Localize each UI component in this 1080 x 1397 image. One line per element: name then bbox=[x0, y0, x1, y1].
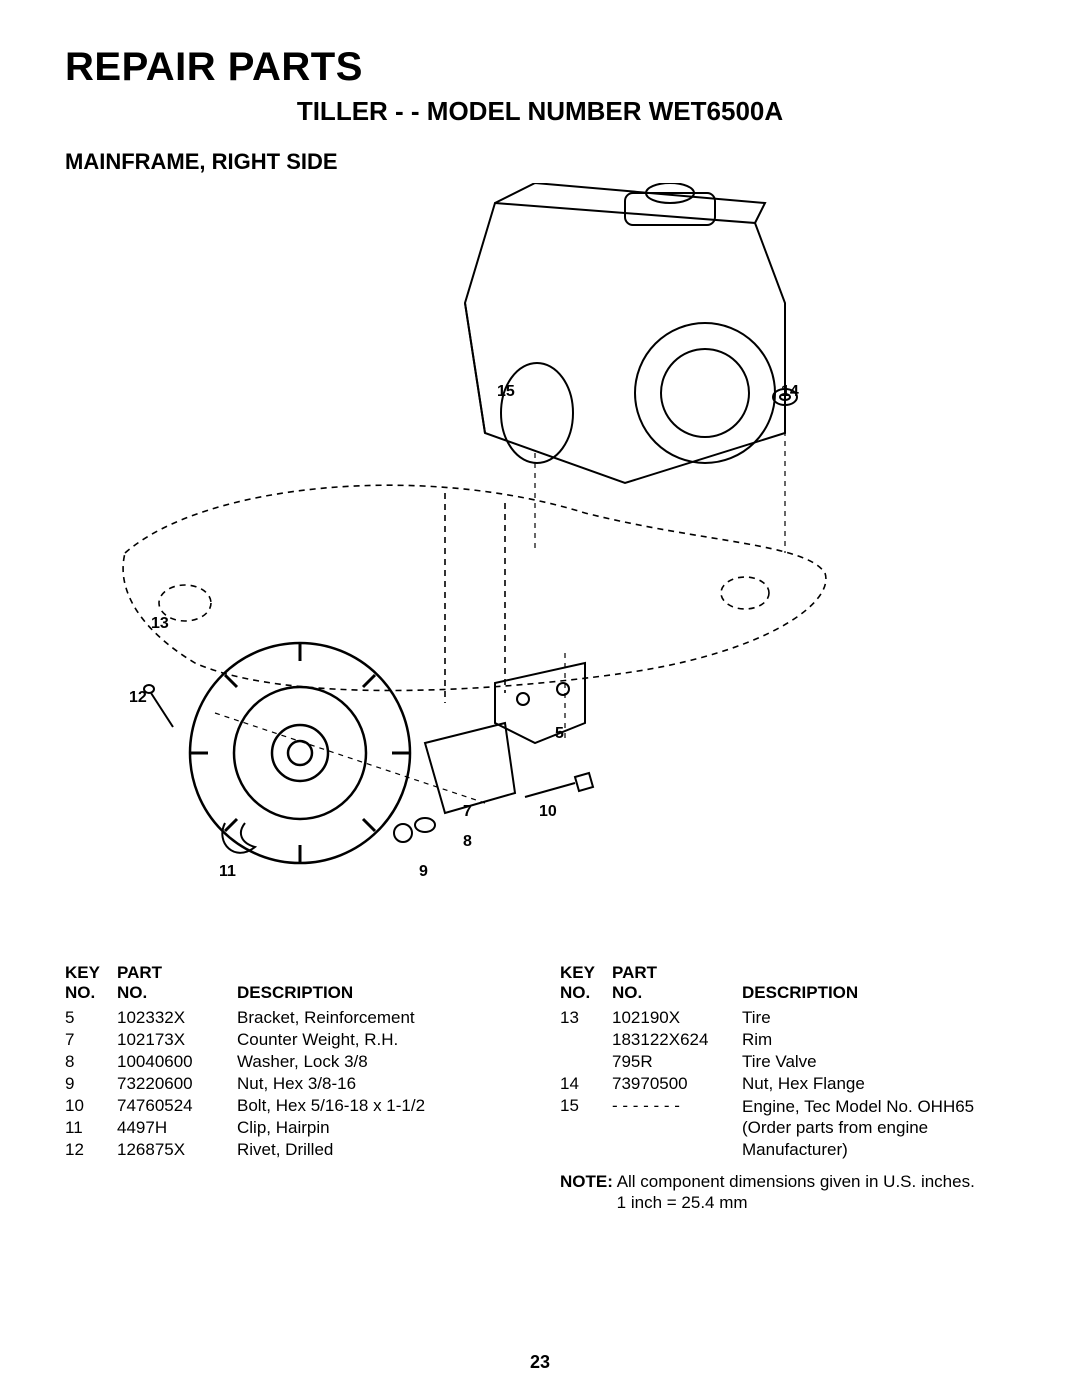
col-header-key: KEY NO. bbox=[65, 963, 117, 1007]
col-header-key: KEY NO. bbox=[560, 963, 612, 1007]
table-row: 795R Tire Valve bbox=[560, 1051, 1015, 1073]
col-key-l1: KEY bbox=[65, 963, 100, 982]
cell-desc: Bracket, Reinforcement bbox=[237, 1007, 520, 1029]
table-row: 13 102190X Tire bbox=[560, 1007, 1015, 1029]
callout-5: 5 bbox=[555, 725, 564, 743]
col-key-l2b: NO. bbox=[560, 983, 590, 1002]
callout-11: 11 bbox=[219, 863, 236, 881]
table-row: 5 102332X Bracket, Reinforcement bbox=[65, 1007, 520, 1029]
parts-tables-row: KEY NO. PART NO. DESCRIPTION bbox=[65, 963, 1015, 1213]
callout-15: 15 bbox=[497, 383, 515, 401]
callout-8: 8 bbox=[463, 833, 472, 851]
cell-key: 15 bbox=[560, 1095, 612, 1161]
cell-key: 13 bbox=[560, 1007, 612, 1029]
section-heading: MAINFRAME, RIGHT SIDE bbox=[65, 149, 1015, 175]
parts-table-left: KEY NO. PART NO. DESCRIPTION bbox=[65, 963, 520, 1161]
cell-part: 795R bbox=[612, 1051, 742, 1073]
cell-desc: Nut, Hex 3/8-16 bbox=[237, 1073, 520, 1095]
cell-part: 102173X bbox=[117, 1029, 237, 1051]
parts-table-right: KEY NO. PART NO. DESCRIPTION bbox=[560, 963, 1015, 1161]
table-row: 10 74760524 Bolt, Hex 5/16-18 x 1-1/2 bbox=[65, 1095, 520, 1117]
cell-key: 12 bbox=[65, 1139, 117, 1161]
diagram-svg bbox=[65, 183, 1015, 893]
callout-7: 7 bbox=[463, 803, 472, 821]
cell-desc: Rivet, Drilled bbox=[237, 1139, 520, 1161]
note-text-1: All component dimensions given in U.S. i… bbox=[617, 1172, 975, 1191]
cell-key: 9 bbox=[65, 1073, 117, 1095]
col-desc-l: DESCRIPTION bbox=[237, 983, 353, 1002]
callout-13: 13 bbox=[151, 615, 169, 633]
col-part-l2b: NO. bbox=[612, 983, 642, 1002]
cell-part: 102190X bbox=[612, 1007, 742, 1029]
cell-part: 4497H bbox=[117, 1117, 237, 1139]
cell-desc: Bolt, Hex 5/16-18 x 1-1/2 bbox=[237, 1095, 520, 1117]
cell-desc: Engine, Tec Model No. OHH65 (Order parts… bbox=[742, 1095, 1015, 1161]
col-key-l2: NO. bbox=[65, 983, 95, 1002]
page-container: REPAIR PARTS TILLER - - MODEL NUMBER WET… bbox=[0, 0, 1080, 1397]
col-part-l1: PART bbox=[117, 963, 162, 982]
note-label: NOTE: bbox=[560, 1172, 613, 1191]
col-part-l2: NO. bbox=[117, 983, 147, 1002]
page-title: REPAIR PARTS bbox=[65, 45, 1015, 90]
cell-part: 183122X624 bbox=[612, 1029, 742, 1051]
exploded-diagram: 15 14 13 12 11 9 8 7 10 5 bbox=[65, 183, 1015, 893]
table-row: 14 73970500 Nut, Hex Flange bbox=[560, 1073, 1015, 1095]
callout-10: 10 bbox=[539, 803, 557, 821]
cell-key: 5 bbox=[65, 1007, 117, 1029]
cell-key: 11 bbox=[65, 1117, 117, 1139]
table-row: 12 126875X Rivet, Drilled bbox=[65, 1139, 520, 1161]
cell-part: 73220600 bbox=[117, 1073, 237, 1095]
col-part-l1b: PART bbox=[612, 963, 657, 982]
table-row: 183122X624 Rim bbox=[560, 1029, 1015, 1051]
cell-part: 10040600 bbox=[117, 1051, 237, 1073]
col-key-l1b: KEY bbox=[560, 963, 595, 982]
cell-desc: Tire bbox=[742, 1007, 1015, 1029]
cell-key: 7 bbox=[65, 1029, 117, 1051]
table-row: 9 73220600 Nut, Hex 3/8-16 bbox=[65, 1073, 520, 1095]
table-row: 7 102173X Counter Weight, R.H. bbox=[65, 1029, 520, 1051]
parts-table-left-wrap: KEY NO. PART NO. DESCRIPTION bbox=[65, 963, 520, 1213]
col-header-desc: DESCRIPTION bbox=[742, 963, 1015, 1007]
cell-part: 74760524 bbox=[117, 1095, 237, 1117]
cell-desc: Counter Weight, R.H. bbox=[237, 1029, 520, 1051]
cell-part: 73970500 bbox=[612, 1073, 742, 1095]
col-header-desc: DESCRIPTION bbox=[237, 963, 520, 1007]
cell-key: 10 bbox=[65, 1095, 117, 1117]
cell-key bbox=[560, 1029, 612, 1051]
callout-14: 14 bbox=[781, 383, 799, 401]
cell-part: 102332X bbox=[117, 1007, 237, 1029]
cell-key: 14 bbox=[560, 1073, 612, 1095]
note-text-2: 1 inch = 25.4 mm bbox=[617, 1193, 748, 1212]
col-header-part: PART NO. bbox=[117, 963, 237, 1007]
cell-key: 8 bbox=[65, 1051, 117, 1073]
cell-desc: Nut, Hex Flange bbox=[742, 1073, 1015, 1095]
cell-part: 126875X bbox=[117, 1139, 237, 1161]
cell-desc: Tire Valve bbox=[742, 1051, 1015, 1073]
cell-part: - - - - - - - bbox=[612, 1095, 742, 1161]
callout-12: 12 bbox=[129, 689, 147, 707]
parts-table-right-wrap: KEY NO. PART NO. DESCRIPTION bbox=[560, 963, 1015, 1213]
table-row: 8 10040600 Washer, Lock 3/8 bbox=[65, 1051, 520, 1073]
callout-9: 9 bbox=[419, 863, 428, 881]
note-block: NOTE: All component dimensions given in … bbox=[560, 1171, 1015, 1214]
table-row: 11 4497H Clip, Hairpin bbox=[65, 1117, 520, 1139]
cell-desc: Washer, Lock 3/8 bbox=[237, 1051, 520, 1073]
cell-desc: Clip, Hairpin bbox=[237, 1117, 520, 1139]
cell-desc: Rim bbox=[742, 1029, 1015, 1051]
cell-key bbox=[560, 1051, 612, 1073]
model-subtitle: TILLER - - MODEL NUMBER WET6500A bbox=[65, 96, 1015, 127]
page-number: 23 bbox=[0, 1352, 1080, 1373]
col-desc-lb: DESCRIPTION bbox=[742, 983, 858, 1002]
table-row: 15 - - - - - - - Engine, Tec Model No. O… bbox=[560, 1095, 1015, 1161]
col-header-part: PART NO. bbox=[612, 963, 742, 1007]
